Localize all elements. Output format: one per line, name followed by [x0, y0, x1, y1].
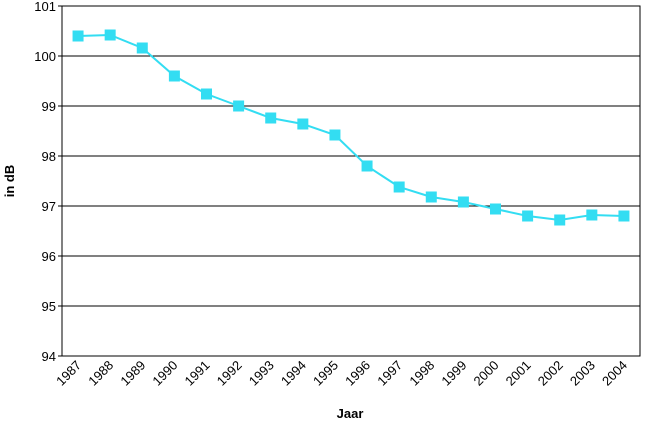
x-tick-label: 1999 — [438, 358, 469, 389]
marker — [457, 196, 469, 208]
x-tick-label: 2004 — [599, 358, 630, 389]
x-tick-label: 1995 — [310, 358, 341, 389]
y-tick-label: 100 — [34, 49, 56, 64]
y-tick-label: 94 — [42, 349, 56, 364]
y-tick-label: 95 — [42, 299, 56, 314]
x-tick-label: 1988 — [85, 358, 116, 389]
x-tick-label: 1994 — [278, 358, 309, 389]
marker — [393, 181, 405, 193]
x-tick-label: 2003 — [567, 358, 598, 389]
x-tick-label: 1989 — [117, 358, 148, 389]
x-tick-label: 1998 — [406, 358, 437, 389]
y-tick-label: 99 — [42, 99, 56, 114]
y-tick-label: 98 — [42, 149, 56, 164]
x-tick-label: 1990 — [149, 358, 180, 389]
marker — [233, 100, 245, 112]
marker — [104, 29, 116, 41]
x-axis-label: Jaar — [337, 406, 364, 421]
marker — [554, 214, 566, 226]
y-axis-label: in dB — [2, 165, 17, 198]
x-tick-label: 2002 — [535, 358, 566, 389]
x-tick-label: 2000 — [471, 358, 502, 389]
marker — [361, 160, 373, 172]
y-tick-label: 96 — [42, 249, 56, 264]
y-tick-label: 97 — [42, 199, 56, 214]
x-tick-label: 1997 — [374, 358, 405, 389]
x-tick-label: 1992 — [214, 358, 245, 389]
x-tick-label: 1991 — [182, 358, 213, 389]
x-tick-label: 1996 — [342, 358, 373, 389]
marker — [168, 70, 180, 82]
marker — [265, 112, 277, 124]
plot-frame — [61, 5, 641, 357]
marker — [490, 203, 501, 215]
marker — [618, 210, 630, 222]
x-tick-label: 1987 — [53, 358, 84, 389]
marker — [522, 210, 534, 222]
marker — [329, 129, 341, 141]
marker — [297, 118, 309, 130]
line — [78, 33, 624, 222]
marker — [586, 209, 598, 221]
marker — [136, 42, 148, 54]
x-tick-label: 2001 — [503, 358, 534, 389]
marker — [72, 30, 84, 42]
y-tick-label: 101 — [34, 0, 56, 14]
marker — [201, 88, 212, 100]
x-tick-label: 1993 — [246, 358, 277, 389]
marker — [425, 191, 437, 203]
